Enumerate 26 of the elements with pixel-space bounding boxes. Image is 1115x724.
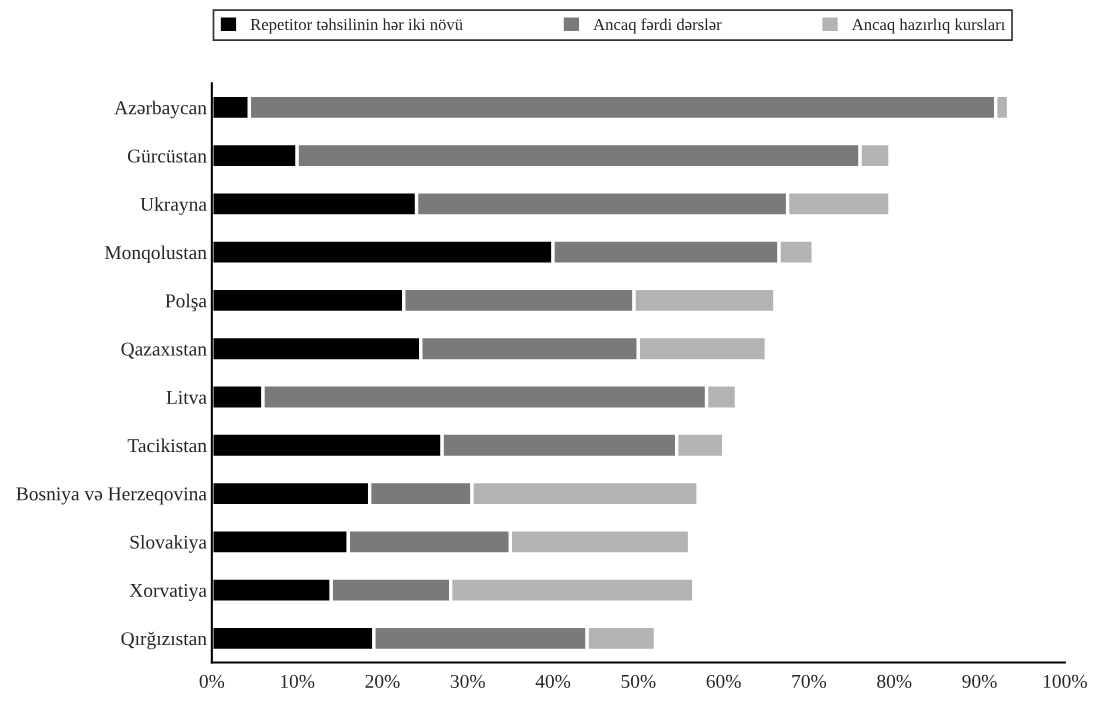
y-tick-label: Qırğızıstan — [121, 631, 207, 650]
y-tick-label: Xorvatiya — [129, 583, 207, 601]
y-tick-label: Azərbaycan — [114, 100, 207, 119]
y-tick-label: Polşa — [165, 293, 207, 312]
y-tick-label: Slovakiya — [130, 535, 207, 553]
x-tick-label: 0% — [199, 674, 225, 689]
x-tick-label: 90% — [962, 674, 997, 689]
x-tick-label: 30% — [450, 674, 485, 689]
x-tick-label: 80% — [877, 674, 912, 689]
x-tick-label: 10% — [281, 674, 315, 689]
y-tick-label: Ukrayna — [140, 197, 207, 215]
y-tick-label: Qazaxıstan — [121, 342, 207, 359]
x-tick-label: 60% — [706, 674, 741, 689]
y-tick-label: Gürcüstan — [127, 149, 207, 163]
x-tick-label: 70% — [792, 674, 827, 689]
x-tick-label: 100% — [1043, 674, 1087, 689]
y-tick-label: Bosniya və Herzeqovina — [16, 487, 207, 505]
y-tick-label: Monqolustan — [104, 245, 207, 264]
y-tick-label: Tacikistan — [127, 438, 207, 453]
legend-label: Repetitor təhsilinin hər iki növü — [250, 18, 463, 34]
legend-label: Ancaq hazırlıq kursları — [851, 18, 1006, 34]
x-tick-label: 50% — [621, 674, 656, 689]
y-tick-label: Litva — [166, 390, 207, 404]
legend-label: Ancaq fərdi dərslər — [593, 18, 722, 34]
x-tick-label: 40% — [535, 674, 571, 689]
x-tick-label: 20% — [365, 674, 400, 689]
